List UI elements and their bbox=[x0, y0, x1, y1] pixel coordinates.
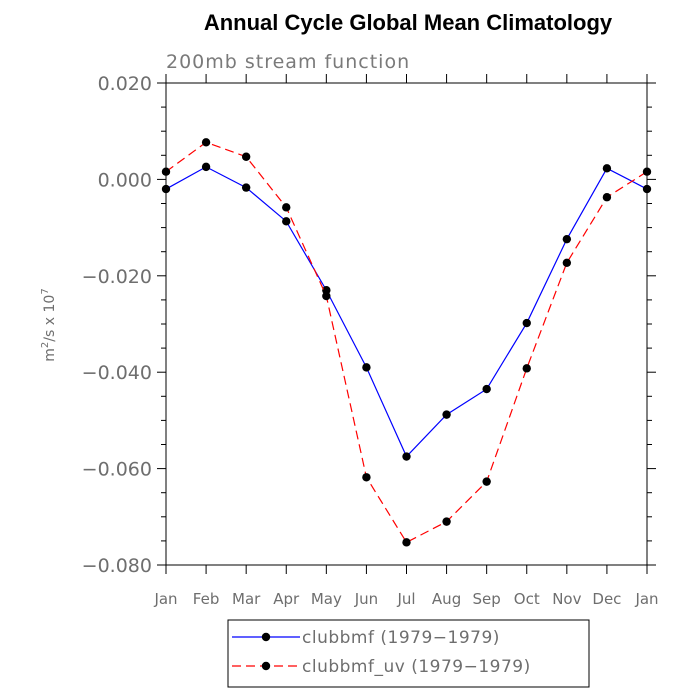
series-1-point bbox=[402, 452, 411, 461]
series-2-point bbox=[282, 203, 291, 212]
x-tick-label: Apr bbox=[273, 590, 300, 608]
x-tick-label: Dec bbox=[592, 590, 621, 608]
x-tick-label: Nov bbox=[552, 590, 581, 608]
x-tick-label: Jul bbox=[396, 590, 415, 608]
series-1-point bbox=[602, 164, 612, 173]
series-2-point bbox=[201, 138, 211, 147]
y-axis-label-exponent: 2 bbox=[40, 342, 51, 348]
plot-frame bbox=[165, 82, 648, 566]
series-1-point bbox=[201, 162, 211, 172]
series-2-point bbox=[482, 477, 491, 486]
y-tick-label: 0.000 bbox=[98, 169, 152, 191]
series-2-point bbox=[241, 152, 251, 161]
chart-title: Annual Cycle Global Mean Climatology bbox=[204, 10, 613, 35]
series-2-point bbox=[602, 193, 612, 202]
x-tick-label: Mar bbox=[232, 590, 261, 608]
series-1-point bbox=[482, 384, 491, 394]
series-1-point bbox=[282, 217, 291, 226]
legend: clubbmf (1979−1979) clubbmf_uv (1979−1979… bbox=[232, 628, 531, 677]
y-axis-label: m2/s x 107 bbox=[40, 288, 58, 361]
series-2-point bbox=[562, 258, 572, 267]
chart-subtitle: 200mb stream function bbox=[166, 51, 410, 73]
x-tick-label: Jan bbox=[634, 590, 658, 608]
series-1-point bbox=[322, 286, 331, 295]
series-1-point bbox=[362, 363, 371, 372]
x-tick-label: May bbox=[311, 590, 342, 608]
x-tick-label: Oct bbox=[514, 590, 540, 608]
y-tick-label: −0.060 bbox=[82, 459, 152, 481]
series-group bbox=[161, 138, 652, 547]
y-axis-label-exponent-2: 7 bbox=[40, 288, 51, 294]
series-line-1 bbox=[165, 166, 648, 458]
y-tick-label: −0.080 bbox=[82, 555, 152, 577]
series-2-point bbox=[362, 473, 371, 482]
legend-marker-2 bbox=[261, 661, 271, 671]
legend-marker-1 bbox=[261, 632, 271, 642]
series-2-point bbox=[322, 291, 331, 301]
x-tick-label: Jun bbox=[354, 590, 378, 608]
legend-label-1: clubbmf (1979−1979) bbox=[302, 628, 500, 648]
series-1-point bbox=[442, 410, 451, 419]
y-axis-label-middle: /s x 10 bbox=[42, 295, 58, 342]
y-axis-label-base: m bbox=[42, 348, 58, 362]
series-line-2 bbox=[165, 141, 648, 544]
x-tick-label: Feb bbox=[193, 590, 220, 608]
legend-box bbox=[227, 619, 590, 688]
y-tick-label: −0.020 bbox=[82, 266, 152, 288]
series-2-point bbox=[522, 364, 531, 373]
y-tick-label: 0.020 bbox=[98, 73, 152, 95]
series-2-point bbox=[402, 538, 411, 547]
series-1-point bbox=[241, 183, 251, 192]
y-tick-label: −0.040 bbox=[82, 362, 152, 384]
series-1-point bbox=[562, 234, 572, 244]
x-tick-label: Jan bbox=[153, 590, 177, 608]
axis-ticks bbox=[157, 74, 656, 574]
x-tick-label: Sep bbox=[473, 590, 501, 608]
series-1-point bbox=[522, 318, 531, 328]
x-tick-label: Aug bbox=[432, 590, 461, 608]
legend-label-2: clubbmf_uv (1979−1979) bbox=[302, 657, 531, 677]
series-2-point bbox=[442, 517, 451, 526]
